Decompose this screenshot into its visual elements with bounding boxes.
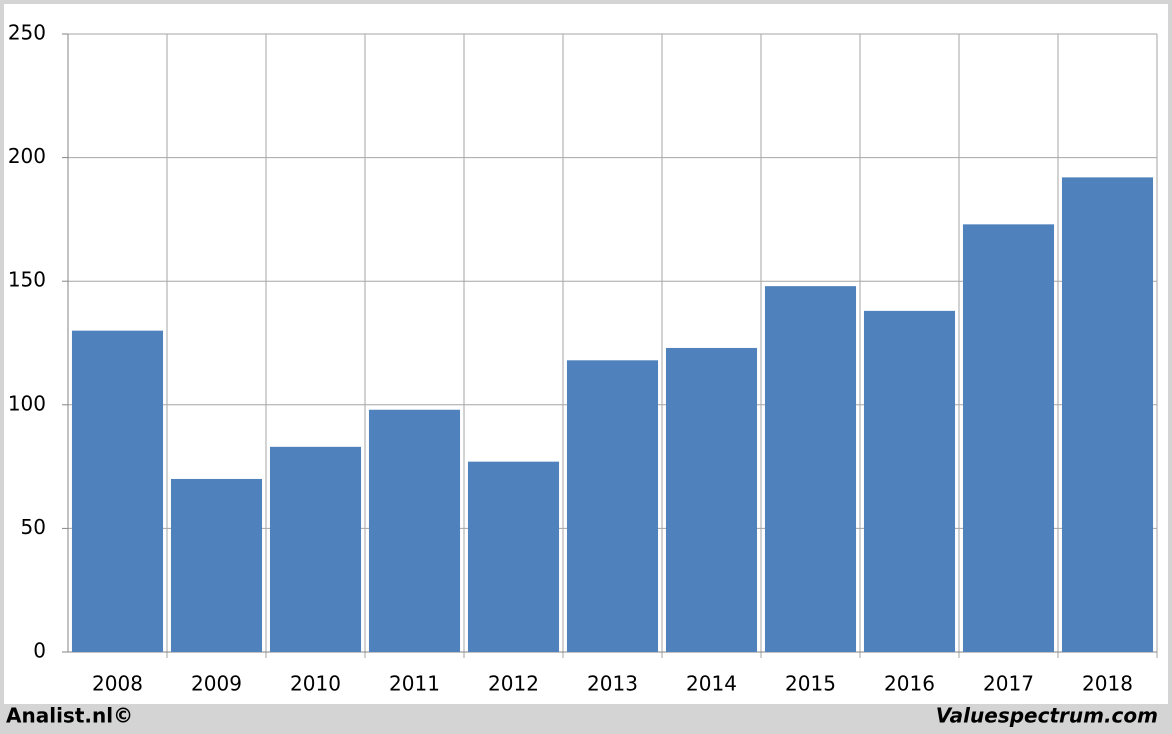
y-tick-label: 250 (8, 21, 46, 45)
bar (764, 286, 857, 652)
footer-right: Valuespectrum.com (936, 704, 1158, 728)
x-tick-label: 2017 (983, 672, 1034, 696)
bar (665, 347, 758, 652)
bar (368, 409, 461, 652)
x-tick-label: 2018 (1082, 672, 1133, 696)
bar (962, 224, 1055, 652)
y-tick-label: 200 (8, 144, 46, 168)
y-tick-label: 50 (21, 515, 46, 539)
y-tick-label: 150 (8, 268, 46, 292)
bar (170, 478, 263, 652)
x-tick-label: 2013 (587, 672, 638, 696)
footer-left: Analist.nl© (6, 704, 133, 728)
x-tick-label: 2012 (488, 672, 539, 696)
x-tick-label: 2016 (884, 672, 935, 696)
x-tick-label: 2009 (191, 672, 242, 696)
bar (1061, 177, 1154, 652)
x-tick-label: 2010 (290, 672, 341, 696)
x-tick-label: 2008 (92, 672, 143, 696)
bar (71, 330, 164, 652)
y-tick-label: 0 (33, 639, 46, 663)
bar (269, 446, 362, 652)
x-tick-label: 2011 (389, 672, 440, 696)
y-tick-label: 100 (8, 391, 46, 415)
bar (566, 360, 659, 652)
x-tick-label: 2014 (686, 672, 737, 696)
bar (863, 310, 956, 652)
x-tick-label: 2015 (785, 672, 836, 696)
bar (467, 461, 560, 652)
